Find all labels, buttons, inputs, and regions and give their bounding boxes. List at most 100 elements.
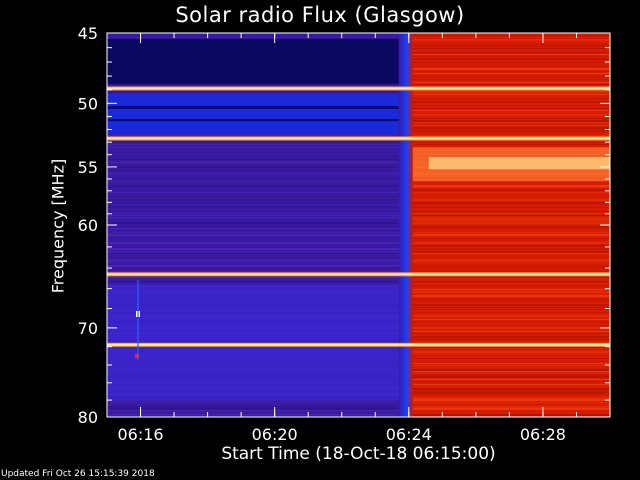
- texture-band: [408, 365, 610, 366]
- texture-band: [408, 312, 610, 313]
- texture-band: [408, 285, 610, 287]
- texture-band: [408, 118, 610, 119]
- texture-band: [107, 84, 409, 85]
- texture-band: [107, 211, 409, 212]
- texture-band: [408, 245, 610, 247]
- texture-band: [408, 319, 610, 320]
- texture-band: [408, 265, 610, 267]
- plot-area: [107, 33, 610, 417]
- texture-band: [107, 219, 409, 221]
- texture-band: [107, 187, 409, 188]
- texture-band: [408, 301, 610, 302]
- texture-band: [408, 391, 610, 393]
- texture-band: [408, 213, 610, 214]
- interference-line: [107, 137, 610, 140]
- texture-band: [408, 98, 610, 99]
- texture-band: [107, 170, 409, 171]
- texture-band: [107, 402, 409, 403]
- texture-band: [408, 39, 610, 41]
- texture-band: [408, 295, 610, 297]
- texture-band: [107, 189, 409, 191]
- texture-band: [408, 226, 610, 228]
- x-tick-label: 06:16: [117, 425, 163, 444]
- texture-band: [107, 166, 409, 168]
- texture-band: [408, 192, 610, 193]
- texture-band: [408, 204, 610, 205]
- texture-band: [408, 361, 610, 362]
- texture-band: [408, 406, 610, 408]
- texture-band: [408, 125, 610, 126]
- updated-timestamp: Updated Fri Oct 26 15:15:39 2018: [1, 469, 155, 479]
- texture-band: [408, 135, 610, 136]
- texture-band: [408, 84, 610, 85]
- texture-band: [408, 215, 610, 216]
- texture-band: [408, 76, 610, 78]
- texture-band: [408, 371, 610, 372]
- texture-band: [107, 155, 409, 157]
- dark-band: [107, 38, 409, 85]
- y-tick-label: 50: [78, 94, 98, 113]
- texture-band: [408, 101, 610, 103]
- texture-band: [408, 355, 610, 356]
- texture-band: [107, 222, 409, 224]
- texture-band: [408, 259, 610, 261]
- texture-band: [408, 222, 610, 224]
- texture-band: [408, 410, 610, 411]
- texture-band: [107, 406, 409, 408]
- texture-band: [408, 187, 610, 188]
- interference-line: [107, 273, 610, 276]
- texture-band: [408, 281, 610, 282]
- interference-line: [107, 87, 610, 90]
- texture-band: [408, 291, 610, 293]
- texture-band: [408, 289, 610, 290]
- texture-band: [107, 257, 409, 258]
- dark-band: [107, 119, 409, 122]
- texture-band: [408, 399, 610, 401]
- texture-band: [408, 393, 610, 395]
- x-tick-label: 06:20: [252, 425, 298, 444]
- texture-band: [107, 181, 409, 182]
- texture-band: [408, 271, 610, 273]
- texture-band: [408, 325, 610, 326]
- texture-band: [107, 277, 409, 278]
- texture-band: [107, 410, 409, 411]
- texture-band: [408, 384, 610, 385]
- texture-band: [408, 131, 610, 132]
- texture-band: [408, 54, 610, 55]
- texture-band: [408, 402, 610, 403]
- texture-band: [408, 207, 610, 208]
- texture-band: [408, 269, 610, 270]
- texture-band: [408, 110, 610, 111]
- texture-band: [107, 202, 409, 204]
- texture-band: [408, 105, 610, 106]
- texture-band: [408, 181, 610, 182]
- chart-title: Solar radio Flux (Glasgow): [175, 3, 465, 27]
- texture-band: [107, 207, 409, 208]
- texture-band: [408, 339, 610, 340]
- texture-band: [408, 358, 610, 359]
- x-tick-label: 06:24: [386, 425, 432, 444]
- texture-band: [107, 147, 409, 148]
- texture-band: [408, 45, 610, 47]
- texture-band: [408, 219, 610, 221]
- texture-band: [107, 144, 409, 145]
- texture-band: [408, 185, 610, 187]
- texture-band: [408, 144, 610, 145]
- texture-band: [408, 347, 610, 348]
- texture-band: [408, 211, 610, 212]
- burst-region: [408, 33, 610, 417]
- texture-band: [408, 309, 610, 310]
- texture-band: [408, 321, 610, 323]
- texture-band: [408, 267, 610, 268]
- texture-band: [408, 52, 610, 53]
- texture-band: [408, 66, 610, 67]
- texture-band: [107, 173, 409, 175]
- texture-band: [408, 232, 610, 233]
- texture-band: [107, 271, 409, 273]
- texture-band: [107, 159, 409, 160]
- texture-band: [107, 267, 409, 268]
- texture-band: [408, 248, 610, 250]
- blue-band: [107, 284, 409, 401]
- texture-band: [408, 253, 610, 254]
